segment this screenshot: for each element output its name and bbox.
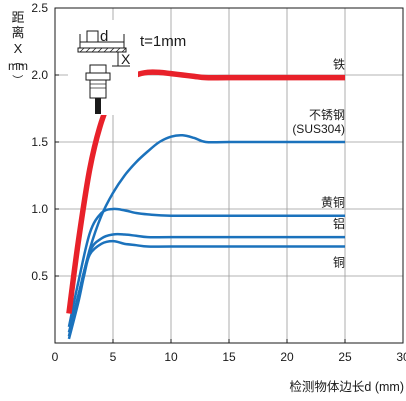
y-tick-label: 2.0	[31, 68, 48, 82]
y-tick-label: 0.5	[31, 269, 48, 283]
inset-label-x: X	[121, 51, 131, 67]
series-label-2-line2: (SUS304)	[292, 122, 345, 136]
inset-sensor-head	[89, 64, 107, 74]
series-line-4	[67, 232, 345, 337]
series-label-5: 铜	[333, 255, 345, 270]
inset-hatch	[103, 47, 109, 53]
y-axis-title: 距离X（mm ）	[8, 10, 28, 86]
x-tick-label: 15	[222, 350, 236, 364]
inset-square-symbol	[86, 30, 99, 43]
inset-sensor-nut	[85, 72, 111, 81]
inset-hatch	[85, 47, 91, 53]
x-tick-label: 30	[396, 350, 406, 364]
inset-hatch	[115, 47, 121, 53]
inset-label-t: t=1mm	[140, 33, 186, 50]
series-label-3: 黄铜	[321, 195, 345, 210]
y-tick-label: 1.0	[31, 202, 48, 216]
y-axis-title-char: 离	[11, 25, 24, 40]
series-lines	[66, 69, 345, 340]
series-label-1: 铁	[333, 58, 345, 72]
inset-target-plate	[77, 47, 127, 53]
x-tick-label: 20	[280, 350, 294, 364]
inset-hatch	[121, 47, 127, 53]
series-line-1	[66, 69, 345, 314]
y-axis-title-char: X	[14, 41, 23, 56]
inset-hatch	[109, 47, 115, 53]
y-axis-title-char: （	[11, 56, 24, 67]
inset-sensor-cable	[95, 98, 101, 114]
x-tick-label: 10	[164, 350, 178, 364]
sensor-diagram: d X t=1mm	[68, 20, 186, 115]
inset-hatch	[79, 47, 85, 53]
y-axis-title-char: mm	[8, 59, 28, 73]
axis-ticks: 0 5 10 15 20 25 30 0.5 1.0 1.5 2.0 2.5	[31, 1, 406, 364]
series-line-3	[67, 207, 345, 328]
x-tick-label: 0	[52, 350, 59, 364]
series-label-4: 铝	[333, 216, 345, 231]
series-line-2	[67, 133, 345, 333]
y-axis-title-char: ）	[11, 75, 24, 86]
inset-label-d: d	[100, 28, 108, 45]
x-axis-title: 检测物体边长d (mm)	[289, 379, 404, 394]
series-line-5	[67, 239, 345, 340]
x-tick-label: 5	[110, 350, 117, 364]
y-tick-label: 1.5	[31, 135, 48, 149]
series-label-2: 不锈钢	[309, 108, 345, 122]
inset-hatch	[97, 47, 103, 53]
y-axis-title-char: 距	[11, 10, 24, 25]
x-tick-label: 25	[338, 350, 352, 364]
inset-sensor-body	[89, 79, 107, 99]
inset-hatch	[91, 47, 97, 53]
y-tick-label: 2.5	[31, 1, 48, 15]
